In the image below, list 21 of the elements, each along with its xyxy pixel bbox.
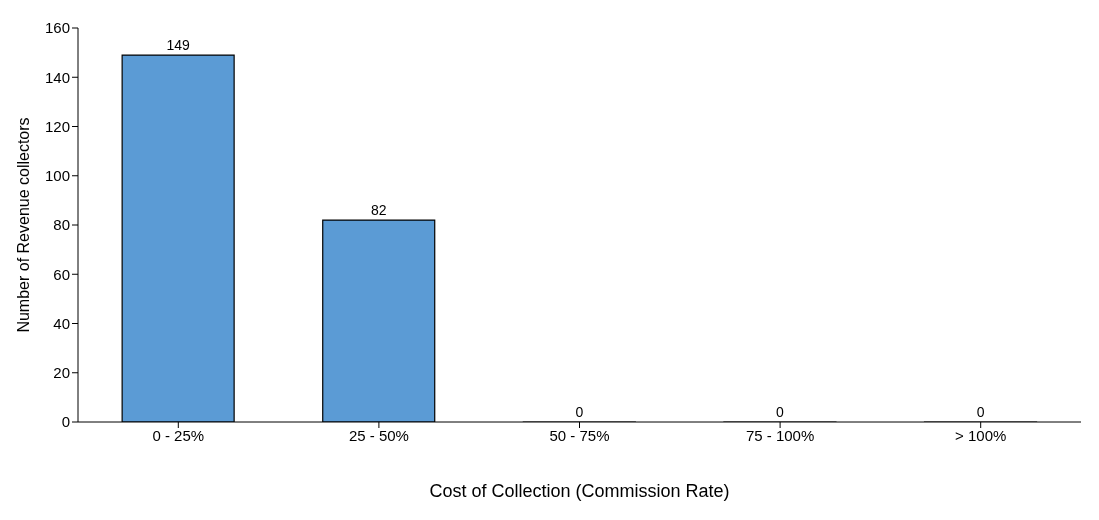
data-label: 149	[166, 37, 191, 54]
y-tick-label: 80	[53, 216, 70, 234]
y-tick-label: 60	[53, 265, 70, 283]
x-tick-label: 75 - 100%	[745, 426, 815, 444]
y-tick-label: 40	[53, 314, 70, 332]
y-axis-title: Number of Revenue collectors	[14, 117, 32, 333]
y-tick-label: 0	[61, 413, 70, 431]
x-tick-label: 25 - 50%	[348, 426, 409, 444]
y-tick-label: 160	[44, 19, 70, 37]
y-tick-label: 100	[44, 167, 70, 185]
x-axis-title: Cost of Collection (Commission Rate)	[429, 481, 730, 501]
y-tick-label: 20	[53, 364, 70, 382]
data-label: 0	[575, 403, 584, 420]
data-label: 0	[776, 403, 785, 420]
y-tick-label: 120	[44, 117, 70, 135]
data-label: 0	[976, 403, 985, 420]
data-label: 82	[370, 202, 387, 219]
x-tick-label: > 100%	[955, 426, 1007, 444]
x-tick-label: 0 - 25%	[152, 426, 205, 444]
y-tick-label: 140	[44, 68, 70, 86]
x-tick-label: 50 - 75%	[549, 426, 610, 444]
